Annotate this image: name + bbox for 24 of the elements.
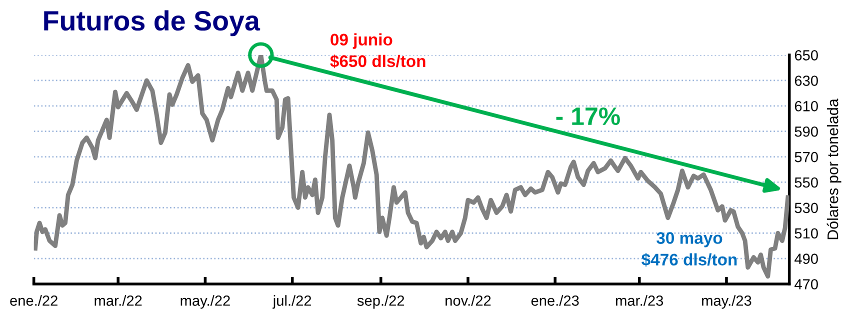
y-tick-label: 610 bbox=[794, 101, 818, 112]
y-tick-label: 650 bbox=[794, 50, 818, 60]
y-tick-label: 510 bbox=[794, 228, 818, 239]
y-tick-label: 570 bbox=[794, 152, 818, 162]
annotation: 30 mayo $476 dls/ton bbox=[642, 232, 737, 267]
x-tick-label: mar./22 bbox=[94, 295, 142, 306]
x-tick-label: may./22 bbox=[180, 295, 230, 309]
y-tick-label: 470 bbox=[794, 279, 818, 290]
x-tick-label: sep./22 bbox=[357, 295, 404, 309]
annotation: - 17% bbox=[556, 107, 620, 126]
x-tick-label: ene./22 bbox=[10, 295, 58, 306]
x-tick-label: nov./22 bbox=[446, 295, 491, 306]
y-tick-label: 630 bbox=[794, 76, 818, 86]
x-tick-label: mar./23 bbox=[616, 295, 664, 306]
annotation: 09 junio $650 dls/ton bbox=[330, 33, 426, 68]
y-axis-title: Dólares por tonelada bbox=[826, 98, 842, 240]
y-tick-label: 590 bbox=[794, 126, 818, 137]
y-tick-label: 530 bbox=[794, 202, 818, 214]
x-tick-label: jul./22 bbox=[272, 295, 312, 309]
x-tick-label: may./23 bbox=[702, 295, 752, 309]
y-tick-label: 550 bbox=[794, 177, 818, 188]
x-tick-label: ene./23 bbox=[531, 295, 579, 306]
y-tick-label: 490 bbox=[794, 254, 818, 264]
chart-title: Futuros de Soya bbox=[44, 10, 260, 36]
